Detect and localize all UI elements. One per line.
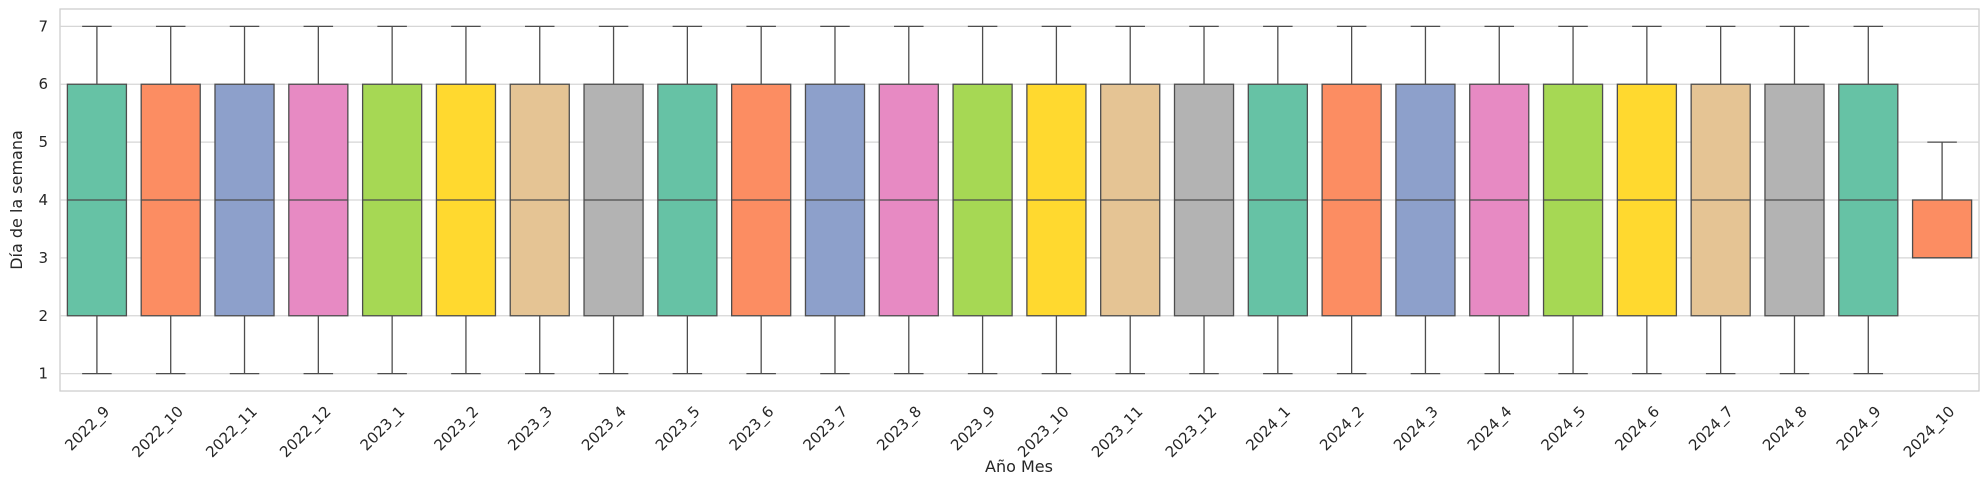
box-2023_10	[1026, 25, 1087, 375]
x-tick-label: 2022_11	[202, 403, 261, 462]
y-tick-labels: 1 2 3 4 5 6 7	[38, 17, 48, 382]
x-tick-label: 2023_3	[504, 403, 556, 455]
box-2023_6	[731, 25, 792, 375]
box-2023_3	[509, 25, 570, 375]
box-2024_7	[1690, 25, 1751, 375]
box-2022_12	[288, 25, 349, 375]
x-tick-label: 2023_12	[1162, 403, 1221, 462]
y-tick-label: 1	[38, 365, 48, 383]
y-tick-label: 5	[38, 133, 48, 151]
y-tick-label: 2	[38, 307, 48, 325]
box-2023_12	[1173, 25, 1235, 375]
box-2024_4	[1469, 25, 1530, 375]
box-iqr	[1911, 199, 1973, 259]
box-2024_5	[1542, 25, 1604, 375]
y-tick-label: 7	[38, 17, 48, 35]
x-tick-label: 2024_3	[1390, 403, 1442, 455]
box-2024_1	[1247, 25, 1308, 375]
y-axis-label: Día de la semana	[7, 130, 26, 270]
x-tick-label: 2022_12	[276, 403, 335, 462]
box-2024_10	[1911, 141, 1973, 259]
box-2024_6	[1616, 25, 1678, 375]
box-2024_3	[1395, 25, 1456, 375]
box-2023_11	[1100, 25, 1161, 375]
x-tick-label: 2024_6	[1611, 403, 1663, 455]
x-tick-label: 2023_11	[1088, 403, 1147, 462]
x-tick-label: 2023_8	[873, 403, 925, 455]
box-2022_10	[140, 25, 201, 375]
y-tick-label: 3	[38, 249, 48, 267]
box-2022_11	[214, 25, 275, 375]
x-tick-label: 2024_4	[1464, 403, 1516, 455]
x-tick-labels: 2022_9 2022_10 2022_11 2022_12 2023_1 2023_2 2…	[61, 403, 1959, 462]
y-tick-label: 4	[38, 191, 48, 209]
box-2023_4	[583, 25, 644, 375]
box-2023_9	[952, 25, 1013, 375]
x-tick-label: 2023_10	[1014, 403, 1073, 462]
box-2023_8	[878, 25, 939, 375]
x-tick-label: 2024_10	[1900, 403, 1959, 462]
box-series	[66, 25, 1973, 375]
x-tick-label: 2023_2	[430, 403, 482, 455]
box-2024_8	[1764, 25, 1825, 375]
x-tick-label: 2023_6	[726, 403, 778, 455]
x-tick-label: 2023_7	[799, 403, 851, 455]
x-tick-label: 2024_9	[1833, 403, 1885, 455]
box-2024_2	[1321, 25, 1382, 375]
x-tick-label: 2023_1	[357, 403, 409, 455]
box-2023_2	[435, 25, 497, 375]
x-tick-label: 2024_5	[1538, 403, 1590, 455]
box-2024_9	[1838, 25, 1899, 375]
box-2023_5	[657, 25, 718, 375]
x-tick-label: 2024_8	[1759, 403, 1811, 455]
x-tick-label: 2023_5	[652, 403, 704, 455]
x-tick-label: 2023_9	[947, 403, 999, 455]
x-axis-label: Año Mes	[985, 457, 1053, 476]
x-tick-label: 2024_7	[1685, 403, 1737, 455]
x-tick-label: 2023_4	[578, 403, 630, 455]
x-tick-label: 2022_9	[61, 403, 113, 455]
y-tick-label: 6	[38, 75, 48, 93]
box-2023_1	[361, 25, 423, 375]
x-tick-label: 2022_10	[128, 403, 187, 462]
box-2023_7	[804, 25, 866, 375]
box-2022_9	[66, 25, 128, 375]
x-tick-label: 2024_1	[1242, 403, 1294, 455]
x-tick-label: 2024_2	[1316, 403, 1368, 455]
